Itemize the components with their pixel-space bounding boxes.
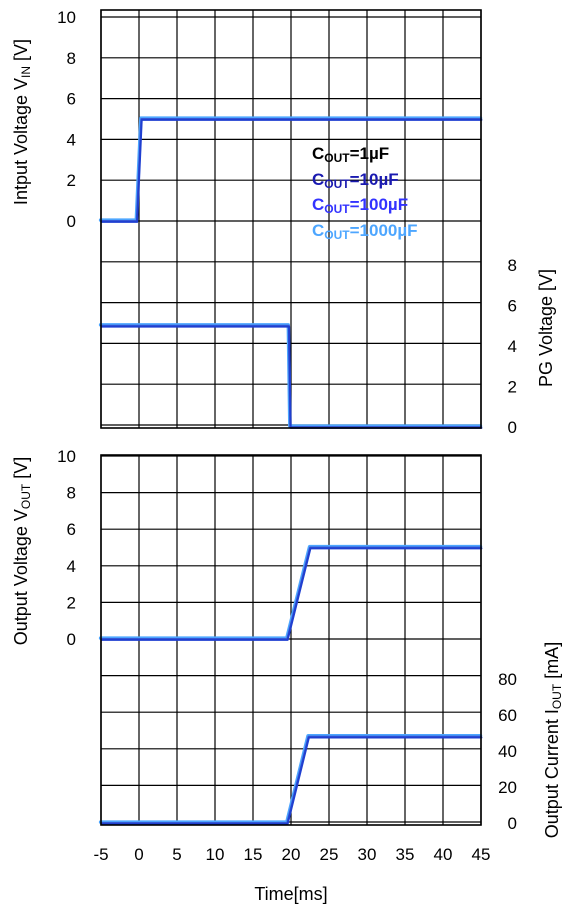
- legend-entry-10uf: COUT=10µF: [312, 170, 399, 191]
- vout-y-tick-label: 6: [67, 520, 76, 539]
- x-tick-label: 30: [358, 845, 377, 864]
- vin-y-tick-label: 8: [67, 49, 76, 68]
- legend-entry-100uf: COUT=100µF: [312, 195, 408, 216]
- x-tick-label: 20: [282, 845, 301, 864]
- vin-y-tick-label: 0: [67, 212, 76, 231]
- iout-y-tick-label: 40: [498, 742, 517, 761]
- vout-y-tick-label: 10: [57, 447, 76, 466]
- pg-y-tick-label: 2: [508, 378, 517, 397]
- vout-trace: [100, 547, 483, 641]
- lower-plot-frame: [100, 454, 482, 826]
- waveform-traces: [98, 116, 483, 825]
- time-axis-label: Time[ms]: [254, 884, 327, 904]
- iout-y-tick-label: 80: [498, 670, 517, 689]
- x-tick-label: 25: [320, 845, 339, 864]
- vin-axis-label: Intput Voltage VIN [V]: [11, 39, 33, 205]
- iout-y-tick-label: 0: [508, 814, 517, 833]
- pg-y-tick-label: 6: [508, 297, 517, 316]
- vin-y-tick-label: 2: [67, 171, 76, 190]
- x-tick-label: 35: [396, 845, 415, 864]
- x-tick-label: 45: [472, 845, 491, 864]
- upper-plot-frame: [100, 9, 482, 429]
- vout-y-tick-label: 2: [67, 593, 76, 612]
- x-tick-label: 40: [434, 845, 453, 864]
- vin-y-tick-label: 4: [67, 130, 76, 149]
- x-tick-label: 5: [172, 845, 181, 864]
- iout-y-tick-label: 60: [498, 706, 517, 725]
- legend-entry-1000uf: COUT=1000µF: [312, 221, 418, 242]
- iout-y-tick-label: 20: [498, 778, 517, 797]
- vout-y-tick-label: 4: [67, 557, 76, 576]
- pg-y-tick-label: 8: [508, 256, 517, 275]
- tick-labels: -5 0 5 10 15 20 25 30 35 40 4502468100246802468100…: [57, 8, 517, 864]
- plot-frames: [100, 9, 482, 826]
- iout-axis-label: Output Current IOUT [mA]: [542, 642, 564, 838]
- pg-y-tick-label: 0: [508, 418, 517, 437]
- x-tick-label: -5: [93, 845, 108, 864]
- x-tick-label: 0: [134, 845, 143, 864]
- x-tick-label: 10: [206, 845, 225, 864]
- legend: COUT=1µF COUT=10µF COUT=100µF COUT=1000µ…: [312, 144, 418, 242]
- x-tick-label: 15: [244, 845, 263, 864]
- vout-axis-label: Output Voltage VOUT [V]: [11, 457, 33, 645]
- vin-y-tick-label: 6: [67, 90, 76, 109]
- legend-entry-1uf: COUT=1µF: [312, 144, 389, 165]
- pg-y-tick-label: 4: [508, 337, 517, 356]
- vin-trace: [100, 118, 483, 223]
- pg-axis-label: PG Voltage [V]: [536, 269, 556, 387]
- vout-y-tick-label: 0: [67, 630, 76, 649]
- iout-trace: [100, 736, 483, 825]
- vin-y-tick-label: 10: [57, 8, 76, 27]
- vout-y-tick-label: 8: [67, 484, 76, 503]
